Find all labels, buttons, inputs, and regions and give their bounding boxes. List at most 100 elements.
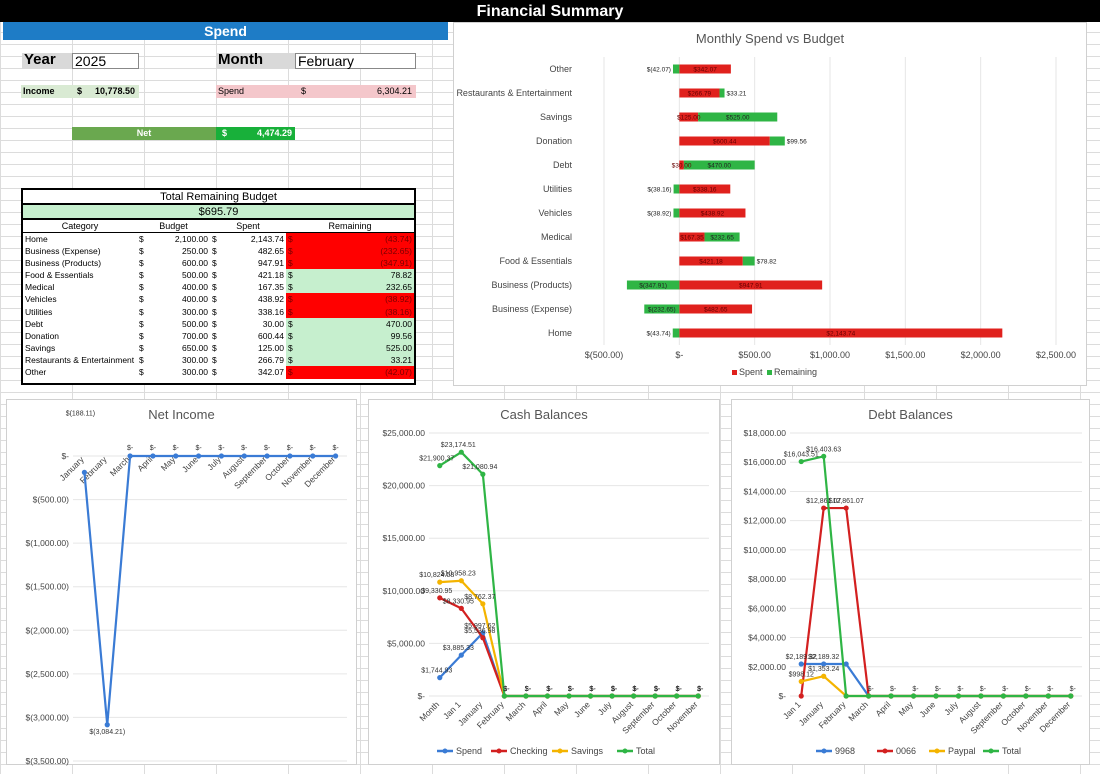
point-label: $-	[611, 686, 618, 693]
legend-marker	[882, 748, 888, 754]
point-label: $21,080.94	[462, 464, 497, 471]
bar-label-remaining: $(42.07)	[647, 67, 671, 74]
budget-category: Business (Expense)	[25, 245, 101, 256]
income-label: Income	[21, 85, 72, 98]
debt-balances-svg: $- $2,000.00 $4,000.00 $6,000.00 $8,000.00 $1…	[743, 428, 1082, 756]
bar-remaining	[672, 328, 680, 338]
legend-label: Checking	[510, 746, 548, 756]
spent-currency: $	[212, 233, 217, 244]
category-label: Debt	[553, 160, 573, 170]
bar-spent	[679, 112, 699, 122]
x-tick-label: March	[846, 699, 870, 723]
data-point	[218, 453, 225, 459]
bar-label-remaining: $(347.91)	[639, 283, 667, 290]
bar-label-remaining: $33.21	[727, 91, 747, 98]
bar-label-remaining: $525.00	[726, 115, 750, 122]
spend-vs-budget-svg: $(500.00) $- $500.00 $1,000.00 $1,500.00 $2,0…	[456, 57, 1076, 377]
bar-label-spent: $947.91	[739, 283, 763, 290]
spent-currency: $	[212, 343, 217, 354]
bar-label-remaining: $470.00	[708, 163, 732, 170]
budget-currency: $	[139, 330, 144, 341]
remaining-currency: $	[286, 305, 296, 318]
budget-category: Utilities	[25, 306, 53, 317]
budget-currency: $	[139, 233, 144, 244]
point-label: $-	[611, 686, 618, 693]
bar-spent	[679, 184, 731, 194]
bar-label-spent: $125.00	[677, 115, 701, 122]
data-point	[1000, 693, 1006, 699]
point-label: $-	[697, 686, 704, 693]
data-point	[104, 722, 110, 728]
budget-table: Total Remaining Budget $695.79 Category …	[21, 188, 416, 385]
spend-vs-budget-chart[interactable]: Monthly Spend vs Budget $(500.00) $- $500.…	[453, 22, 1087, 386]
data-point	[544, 693, 551, 699]
net-amount: 4,474.29	[256, 128, 292, 138]
y-tick-label: $(500.00)	[33, 495, 70, 505]
point-label: $-	[676, 686, 683, 693]
remaining-amount: 470.00	[296, 317, 414, 330]
budget-category: Other	[25, 367, 47, 378]
net-currency: $	[222, 128, 228, 138]
point-label: $-	[525, 686, 532, 693]
point-label: $-	[912, 686, 919, 693]
bar-label-spent: $167.35	[680, 235, 704, 242]
spent-currency: $	[212, 282, 217, 293]
budget-category: Vehicles	[25, 294, 57, 305]
income-value: $ 10,778.50	[72, 85, 139, 98]
data-point	[480, 471, 486, 477]
data-point	[798, 458, 804, 465]
point-label: $-	[195, 445, 202, 452]
legend-remaining-label: Remaining	[774, 367, 817, 377]
legend-marker	[496, 748, 502, 754]
point-label: $-	[980, 686, 987, 693]
point-label: $21,900.37	[419, 456, 454, 463]
month-input[interactable]: February	[295, 53, 416, 69]
point-label: $-	[589, 686, 596, 693]
bar-label-remaining: $78.82	[757, 259, 777, 266]
data-point	[798, 661, 804, 667]
spent-currency: $	[212, 330, 217, 341]
data-point	[566, 693, 572, 699]
spent-currency: $	[212, 355, 217, 366]
y-tick-label: $12,000.00	[743, 516, 786, 526]
y-tick-label: $8,000.00	[748, 574, 786, 584]
budget-category: Debt	[25, 318, 43, 329]
y-tick-label: $25,000.00	[382, 428, 425, 438]
data-point	[955, 693, 962, 699]
y-tick-label: $15,000.00	[382, 533, 425, 543]
x-tick-label: $-	[675, 350, 683, 360]
data-point	[843, 661, 849, 667]
budget-amount: 400.00	[182, 282, 208, 293]
data-point	[81, 469, 88, 475]
bar-label-spent: $342.07	[693, 67, 717, 74]
point-label: $-	[632, 686, 639, 693]
cash-balances-chart[interactable]: Cash Balances $- $5,000.00 $10,000.00 $15,0…	[368, 399, 720, 765]
data-point	[480, 601, 486, 607]
debt-balances-chart[interactable]: Debt Balances $- $2,000.00 $4,000.00 $6,000…	[731, 399, 1090, 765]
data-point	[609, 693, 615, 699]
x-tick-label: July	[942, 699, 960, 717]
y-tick-label: $2,000.00	[748, 662, 786, 672]
point-label: $16,043.51	[784, 452, 819, 459]
bar-label-remaining: $(43.74)	[647, 331, 671, 338]
point-label: $-	[310, 445, 317, 452]
point-label: $998.12	[789, 671, 814, 678]
year-input[interactable]: 2025	[72, 53, 139, 69]
data-point	[195, 453, 202, 459]
income-currency: $	[77, 86, 83, 96]
spent-currency: $	[212, 245, 217, 256]
budget-amount: 250.00	[182, 245, 208, 256]
budget-currency: $	[139, 355, 144, 366]
spend-header: Spend	[3, 22, 448, 40]
budget-row: Restaurants & Entertainment $300.00 $266.7…	[23, 354, 414, 367]
budget-currency: $	[139, 257, 144, 268]
data-point	[631, 693, 637, 699]
bar-remaining	[704, 232, 740, 242]
budget-currency: $	[139, 306, 144, 317]
point-label: $12,861.07	[829, 498, 864, 505]
budget-category: Medical	[25, 282, 55, 293]
legend-marker	[821, 748, 827, 754]
point-label: $3,885.33	[443, 645, 474, 652]
net-income-chart[interactable]: Net Income $- $(500.00) $(1,000.00) $(1,500…	[6, 399, 357, 766]
budget-row: Utilities $300.00 $338.16 $ (38.16)	[23, 305, 414, 318]
